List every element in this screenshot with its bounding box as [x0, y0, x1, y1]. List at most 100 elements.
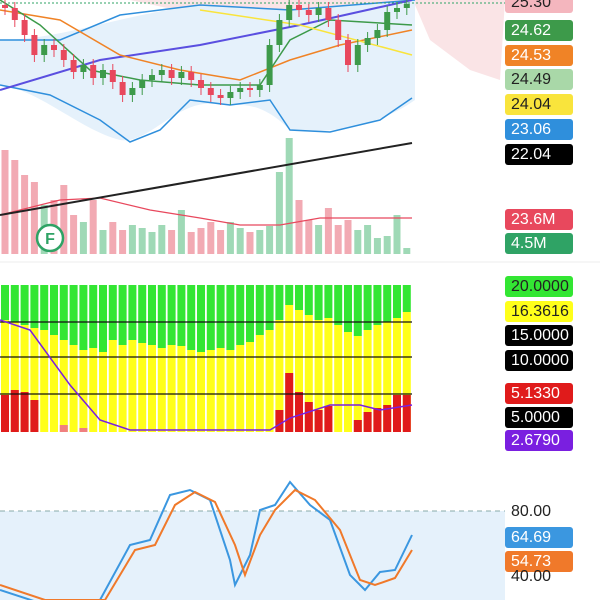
ma-long	[0, 0, 413, 91]
candle	[31, 35, 38, 55]
green-bar	[334, 285, 343, 325]
volume-bar	[21, 175, 29, 254]
candle	[11, 8, 18, 20]
yellow-bar	[236, 345, 245, 432]
candle	[60, 50, 67, 60]
cloud	[0, 0, 505, 80]
volume-bar	[344, 220, 352, 254]
green-bar	[265, 285, 274, 330]
price-label: 25.30	[505, 0, 573, 13]
candle	[168, 70, 175, 78]
yellow-bar	[295, 310, 303, 432]
band-upper	[0, 0, 416, 41]
volume-bar	[246, 232, 254, 254]
green-bar	[295, 285, 303, 310]
yellow-bar	[246, 342, 254, 432]
yellow-bar	[50, 335, 58, 432]
yellow-bar	[197, 352, 205, 432]
volume-bar	[11, 160, 19, 254]
volume-ma	[0, 197, 412, 226]
volume-label: 4.5M	[505, 233, 573, 254]
candle	[374, 30, 381, 38]
ma-yellow	[199, 9, 413, 56]
indicator-label: 2.6790	[505, 430, 573, 451]
oscillator-label: 40.00	[511, 568, 552, 585]
oscillator-label: 64.69	[505, 527, 573, 548]
candle	[129, 88, 136, 95]
green-bar	[363, 285, 372, 330]
candle	[394, 8, 400, 12]
green-bar	[99, 285, 107, 352]
indicator-label: 20.0000	[505, 276, 573, 297]
volume-bar	[256, 230, 264, 254]
yellow-bar	[373, 325, 382, 432]
yellow-bar	[128, 340, 137, 432]
volume-bar	[334, 225, 342, 254]
red-bar	[393, 395, 401, 432]
yellow-bar	[226, 350, 235, 432]
yellow-bar	[324, 318, 333, 432]
candle	[354, 45, 361, 65]
green-bar	[10, 285, 19, 322]
volume-bar	[324, 208, 332, 254]
price-label: 23.06	[505, 119, 573, 140]
green-bar	[59, 285, 68, 340]
green-bar	[108, 285, 117, 340]
ma-mid	[0, 9, 413, 81]
volume-bar	[138, 228, 146, 254]
red-bar	[30, 400, 39, 432]
red-bar	[314, 410, 323, 432]
green-bar	[304, 285, 313, 315]
red-bar	[79, 428, 88, 432]
candle	[286, 5, 293, 20]
candle	[149, 75, 155, 80]
yellow-bar	[30, 328, 39, 432]
volume-bar	[1, 150, 9, 254]
red-bar	[285, 373, 294, 432]
oscillator-label: 54.73	[505, 551, 573, 572]
green-bar	[50, 285, 58, 335]
volume-bar	[226, 222, 234, 254]
volume-bar	[275, 172, 283, 254]
candle	[256, 85, 263, 90]
candle	[345, 40, 351, 65]
yellow-bar	[402, 312, 411, 432]
yellow-bar	[167, 345, 176, 432]
yellow-bar	[344, 332, 352, 432]
green-bar	[177, 285, 186, 346]
volume-bar	[217, 230, 225, 254]
price-label: 24.49	[505, 69, 573, 90]
yellow-bar	[216, 348, 225, 432]
volume-bar	[30, 182, 38, 254]
red-bar	[10, 390, 19, 432]
green-bar	[246, 285, 254, 342]
yellow-bar	[40, 330, 49, 432]
green-bar	[344, 285, 352, 332]
green-bar	[216, 285, 225, 348]
green-bar	[226, 285, 235, 350]
red-bar	[363, 412, 372, 432]
candle	[315, 8, 322, 15]
green-bar	[20, 285, 29, 325]
yellow-bar	[187, 350, 196, 432]
volume-bar	[207, 222, 215, 254]
green-bar	[353, 285, 362, 336]
yellow-bar	[118, 345, 127, 432]
volume-bar	[393, 215, 401, 254]
yellow-bar	[108, 340, 117, 432]
candle	[100, 70, 106, 78]
volume-bar	[285, 138, 293, 254]
yellow-bar	[99, 352, 107, 432]
candle	[41, 45, 48, 55]
candle	[178, 72, 185, 78]
green-bar	[69, 285, 78, 345]
yellow-bar	[177, 346, 186, 432]
price-label: 24.53	[505, 45, 573, 66]
volume-bar	[403, 248, 411, 254]
candle	[109, 70, 116, 82]
volume-bar	[236, 228, 244, 254]
candle	[227, 92, 234, 98]
volume-bar	[315, 225, 323, 254]
yellow-bar	[148, 345, 156, 432]
